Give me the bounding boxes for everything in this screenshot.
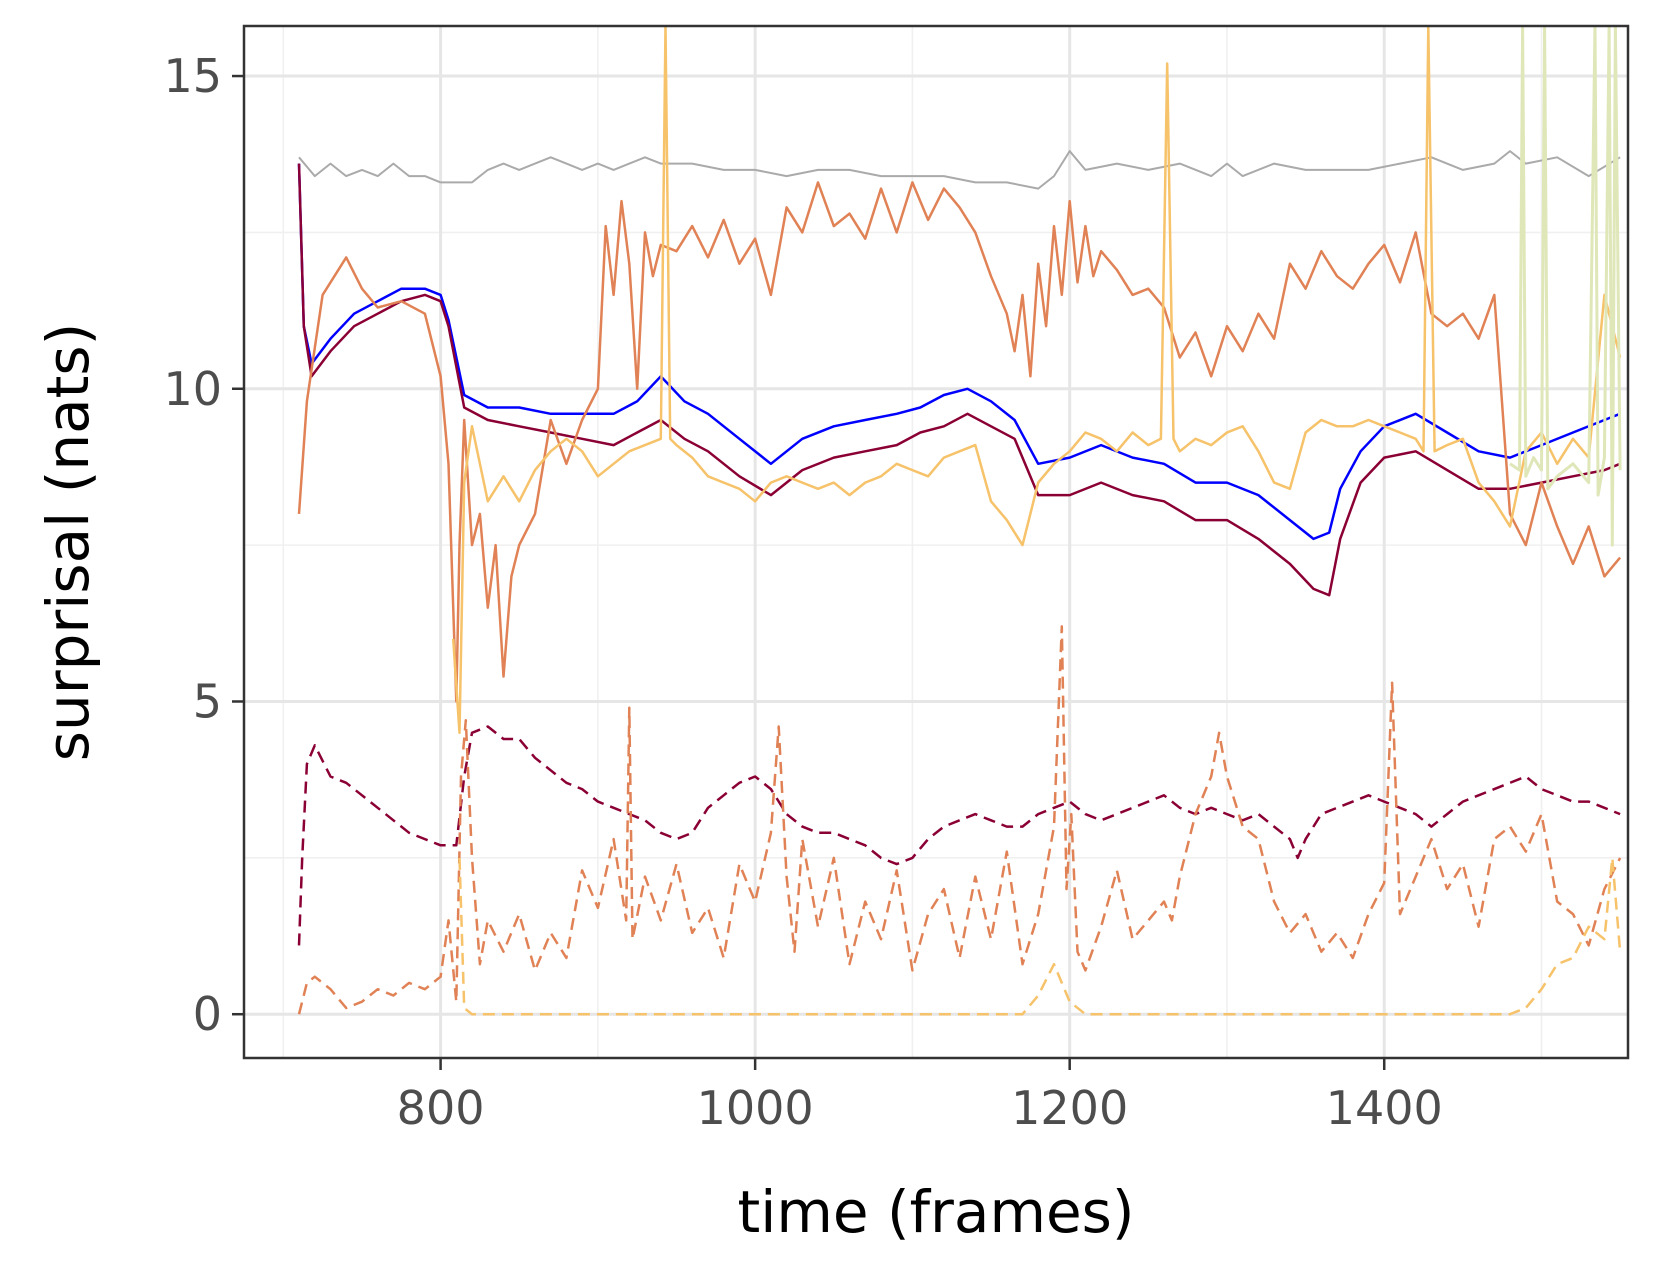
series-line-9-dashed: [458, 856, 1622, 1016]
x-tick-label: 800: [397, 1081, 485, 1135]
x-tick-label: 1000: [697, 1081, 814, 1135]
y-axis-title: surprisal (nats): [34, 323, 102, 761]
series-line-3-solid: [297, 163, 1621, 597]
y-tick-label: 5: [193, 674, 222, 728]
y-tick-label: 10: [163, 362, 222, 416]
y-tick-label: 15: [163, 49, 222, 103]
series-line-1-solid: [298, 150, 1621, 190]
y-tick-label: 0: [193, 987, 222, 1041]
series-line-5-solid: [451, 26, 1622, 735]
plot-area: [297, 26, 1622, 1016]
x-tick-label: 1200: [1011, 1081, 1128, 1135]
x-axis-title: time (frames): [738, 1178, 1135, 1246]
series-line-4-solid: [297, 181, 1622, 703]
series-line-6-solid: [1509, 26, 1622, 547]
panel-border: [242, 24, 1630, 1060]
series-line-8-dashed: [297, 625, 1622, 1015]
x-tick-label: 1400: [1326, 1081, 1443, 1135]
series-line-2-solid: [297, 163, 1621, 541]
series-line-7-dashed: [297, 725, 1621, 946]
axes: 800 1000 1200 1400 0 5 10 15: [163, 49, 1442, 1135]
